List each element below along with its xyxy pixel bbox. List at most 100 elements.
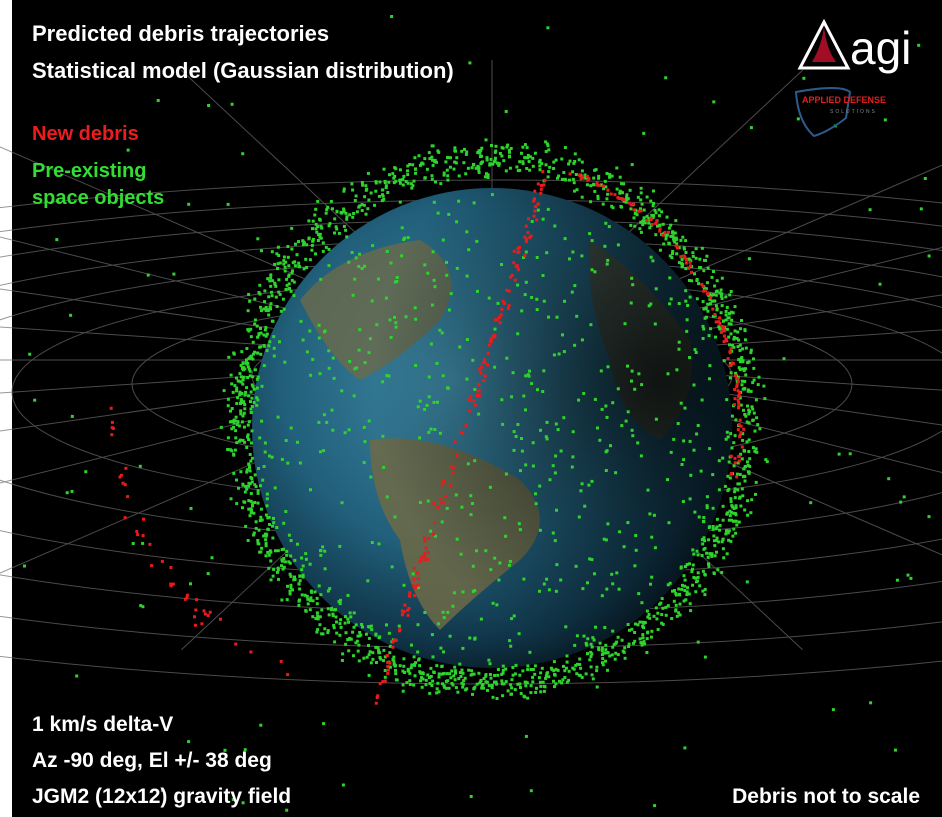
debris-dot bbox=[283, 560, 287, 564]
debris-dot bbox=[525, 146, 529, 150]
debris-dot bbox=[578, 657, 582, 661]
debris-dot bbox=[354, 623, 358, 627]
debris-dot bbox=[266, 516, 270, 520]
debris-dot bbox=[469, 494, 473, 498]
debris-dot bbox=[321, 545, 325, 549]
debris-dot bbox=[171, 582, 175, 586]
debris-dot bbox=[308, 258, 312, 262]
debris-dot bbox=[615, 166, 619, 170]
debris-dot bbox=[84, 470, 88, 474]
debris-dot bbox=[438, 328, 442, 332]
debris-dot bbox=[567, 669, 571, 673]
debris-dot bbox=[319, 549, 322, 553]
debris-dot bbox=[160, 788, 164, 792]
debris-dot bbox=[555, 315, 559, 319]
debris-dot bbox=[249, 476, 253, 479]
debris-dot bbox=[917, 43, 921, 47]
debris-dot bbox=[334, 608, 337, 612]
debris-dot bbox=[374, 189, 378, 193]
debris-dot bbox=[272, 521, 276, 525]
debris-dot bbox=[265, 349, 269, 353]
debris-dot bbox=[498, 561, 502, 565]
debris-dot bbox=[516, 247, 520, 251]
debris-dot bbox=[306, 597, 310, 601]
debris-dot bbox=[735, 475, 739, 479]
debris-dot bbox=[300, 568, 304, 572]
debris-dot bbox=[289, 586, 293, 590]
debris-dot bbox=[70, 489, 74, 493]
debris-dot bbox=[645, 214, 649, 218]
debris-dot bbox=[243, 403, 247, 407]
debris-dot bbox=[641, 633, 645, 637]
debris-dot bbox=[354, 641, 358, 645]
debris-dot bbox=[715, 536, 719, 540]
debris-dot bbox=[736, 330, 740, 334]
debris-dot bbox=[544, 140, 548, 144]
debris-dot bbox=[689, 259, 693, 263]
debris-dot bbox=[589, 650, 593, 654]
debris-dot bbox=[496, 301, 500, 305]
debris-dot bbox=[276, 570, 279, 574]
debris-dot bbox=[286, 673, 290, 677]
debris-dot bbox=[712, 534, 716, 538]
debris-dot bbox=[539, 191, 543, 195]
debris-dot bbox=[495, 318, 499, 322]
debris-dot bbox=[639, 198, 643, 202]
debris-dot bbox=[605, 449, 609, 453]
debris-dot bbox=[271, 279, 275, 283]
debris-dot bbox=[713, 313, 717, 316]
debris-dot bbox=[534, 205, 538, 208]
debris-dot bbox=[146, 273, 150, 277]
debris-dot bbox=[488, 485, 492, 489]
debris-dot bbox=[417, 657, 421, 661]
debris-dot bbox=[648, 512, 652, 516]
debris-dot bbox=[541, 680, 545, 684]
debris-dot bbox=[601, 663, 605, 667]
debris-dot bbox=[419, 679, 423, 683]
debris-dot bbox=[567, 162, 571, 166]
debris-dot bbox=[265, 532, 269, 536]
debris-dot bbox=[243, 490, 247, 494]
debris-dot bbox=[189, 507, 193, 510]
debris-dot bbox=[461, 671, 465, 675]
debris-dot bbox=[493, 556, 497, 560]
debris-dot bbox=[70, 414, 74, 418]
partner-sub: SOLUTIONS bbox=[830, 109, 877, 115]
debris-dot bbox=[475, 239, 479, 243]
debris-dot bbox=[262, 534, 266, 538]
debris-dot bbox=[395, 678, 399, 682]
debris-dot bbox=[512, 261, 516, 265]
debris-dot bbox=[606, 365, 610, 369]
debris-dot bbox=[682, 599, 686, 603]
debris-dot bbox=[245, 386, 249, 390]
debris-dot bbox=[741, 359, 745, 363]
debris-dot bbox=[387, 374, 391, 378]
debris-dot bbox=[626, 623, 630, 626]
debris-dot bbox=[318, 372, 322, 376]
debris-dot bbox=[121, 481, 125, 485]
debris-dot bbox=[441, 682, 445, 686]
debris-dot bbox=[418, 436, 422, 440]
debris-dot bbox=[347, 260, 351, 264]
debris-dot bbox=[290, 271, 294, 275]
debris-dot bbox=[736, 389, 740, 393]
debris-dot bbox=[446, 178, 450, 182]
debris-dot bbox=[516, 251, 520, 254]
debris-dot bbox=[284, 260, 288, 264]
debris-dot bbox=[727, 316, 731, 320]
debris-dot bbox=[685, 329, 689, 333]
debris-dot bbox=[286, 245, 290, 248]
debris-dot bbox=[356, 649, 360, 653]
debris-dot bbox=[229, 409, 232, 413]
debris-dot bbox=[278, 261, 282, 265]
debris-dot bbox=[702, 520, 706, 524]
debris-dot bbox=[319, 593, 323, 597]
debris-dot bbox=[736, 398, 740, 402]
debris-dot bbox=[230, 427, 234, 431]
debris-dot bbox=[329, 199, 333, 203]
debris-dot bbox=[713, 299, 717, 303]
debris-dot bbox=[690, 279, 694, 283]
debris-dot bbox=[508, 150, 511, 154]
debris-dot bbox=[289, 583, 293, 587]
debris-dot bbox=[406, 169, 409, 173]
